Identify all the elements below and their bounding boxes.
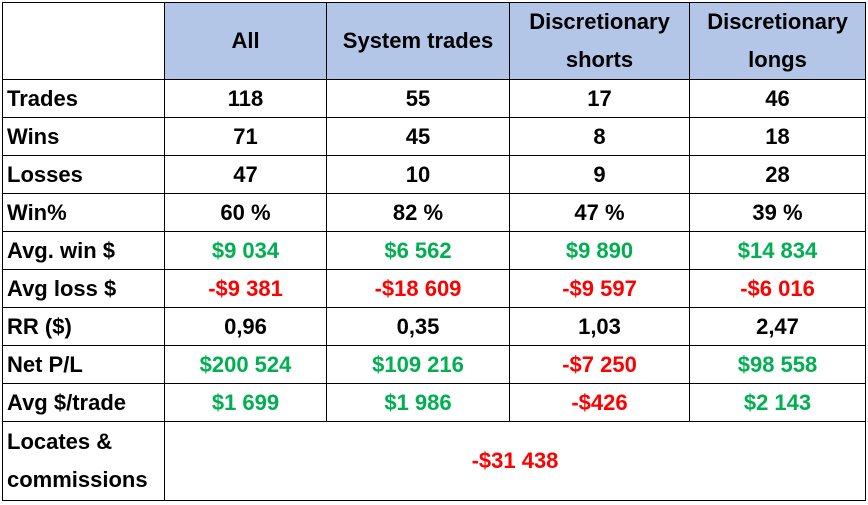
- table-row: Avg $/trade $1 699 $1 986 -$426 $2 143: [2, 383, 866, 422]
- cell-value: 1,03: [509, 307, 690, 346]
- table-row: Net P/L $200 524 $109 216 -$7 250 $98 55…: [2, 345, 866, 384]
- table-row: Avg. win $ $9 034 $6 562 $9 890 $14 834: [2, 231, 866, 270]
- cell-value: 47: [164, 155, 327, 194]
- cell-value: $200 524: [164, 345, 327, 384]
- cell-value: 9: [509, 155, 690, 194]
- cell-value: 10: [326, 155, 510, 194]
- table-row: RR ($) 0,96 0,35 1,03 2,47: [2, 307, 866, 346]
- col-header-system-trades: System trades: [326, 2, 510, 80]
- cell-value: $14 834: [689, 231, 866, 270]
- cell-value: -$9 597: [509, 269, 690, 308]
- table-body: Trades 118 55 17 46 Wins 71 45 8 18 Loss…: [2, 79, 866, 501]
- row-label: Wins: [2, 117, 165, 156]
- row-label: Net P/L: [2, 345, 165, 384]
- cell-value: $109 216: [326, 345, 510, 384]
- table-row: Avg loss $ -$9 381 -$18 609 -$9 597 -$6 …: [2, 269, 866, 308]
- cell-value: 45: [326, 117, 510, 156]
- row-label: Avg loss $: [2, 269, 165, 308]
- row-label: Losses: [2, 155, 165, 194]
- cell-value: 18: [689, 117, 866, 156]
- cell-value: 82 %: [326, 193, 510, 232]
- cell-value: -$9 381: [164, 269, 327, 308]
- cell-value: -$7 250: [509, 345, 690, 384]
- table-row: Win% 60 % 82 % 47 % 39 %: [2, 193, 866, 232]
- col-header-discretionary-longs: Discretionary longs: [689, 2, 866, 80]
- cell-value: 0,35: [326, 307, 510, 346]
- cell-value: 0,96: [164, 307, 327, 346]
- corner-cell: [2, 2, 165, 80]
- cell-value: -$426: [509, 383, 690, 422]
- locates-commissions-label: Locates & commissions: [2, 421, 165, 501]
- footer-label-line1: Locates &: [7, 429, 113, 454]
- cell-value: -$18 609: [326, 269, 510, 308]
- col-header-all: All: [164, 2, 327, 80]
- locates-commissions-value: -$31 438: [164, 421, 866, 501]
- col-header-discretionary-shorts: Discretionary shorts: [509, 2, 690, 80]
- cell-value: $1 699: [164, 383, 327, 422]
- cell-value: $9 034: [164, 231, 327, 270]
- footer-label-line2: commissions: [7, 467, 148, 492]
- row-label: Avg $/trade: [2, 383, 165, 422]
- cell-value: 71: [164, 117, 327, 156]
- row-label: RR ($): [2, 307, 165, 346]
- footer-row: Locates & commissions -$31 438: [2, 421, 866, 501]
- cell-value: -$6 016: [689, 269, 866, 308]
- cell-value: 39 %: [689, 193, 866, 232]
- cell-value: $9 890: [509, 231, 690, 270]
- cell-value: 47 %: [509, 193, 690, 232]
- cell-value: 17: [509, 79, 690, 118]
- cell-value: 118: [164, 79, 327, 118]
- cell-value: $6 562: [326, 231, 510, 270]
- cell-value: 2,47: [689, 307, 866, 346]
- row-label: Trades: [2, 79, 165, 118]
- header-row: All System trades Discretionary shorts D…: [2, 2, 866, 80]
- cell-value: $98 558: [689, 345, 866, 384]
- cell-value: 28: [689, 155, 866, 194]
- cell-value: 8: [509, 117, 690, 156]
- row-label: Win%: [2, 193, 165, 232]
- table-row: Losses 47 10 9 28: [2, 155, 866, 194]
- cell-value: $1 986: [326, 383, 510, 422]
- cell-value: 60 %: [164, 193, 327, 232]
- cell-value: 46: [689, 79, 866, 118]
- cell-value: $2 143: [689, 383, 866, 422]
- cell-value: 55: [326, 79, 510, 118]
- table-row: Wins 71 45 8 18: [2, 117, 866, 156]
- row-label: Avg. win $: [2, 231, 165, 270]
- table-row: Trades 118 55 17 46: [2, 79, 866, 118]
